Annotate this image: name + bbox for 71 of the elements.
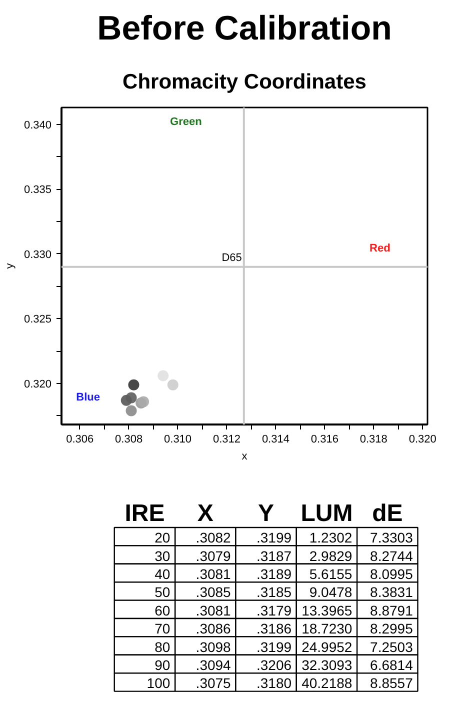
- annotation: Blue: [76, 392, 100, 404]
- text: .3180: [256, 675, 292, 692]
- text: 40.2188: [302, 675, 352, 692]
- x-tick-label: 0.308: [115, 434, 143, 446]
- y-tick-label: 40: [154, 566, 170, 582]
- text: .3199: [256, 638, 292, 655]
- text: .3185: [256, 584, 292, 600]
- text: 1.2302: [309, 530, 352, 546]
- text: 8.8791: [370, 602, 413, 618]
- x-tick-label: 0.316: [310, 434, 338, 446]
- x-tick-label: 0.320: [408, 434, 436, 446]
- text: 8.0995: [370, 566, 413, 582]
- x-tick-label: 0.312: [212, 434, 241, 446]
- y-tick-label: 0.325: [24, 314, 52, 326]
- text: 8.2995: [370, 620, 413, 637]
- text: 2.9829: [309, 548, 352, 564]
- text: 7.3303: [370, 530, 413, 546]
- y-tick-label: 60: [154, 602, 170, 618]
- text: 18.7230: [302, 620, 352, 637]
- text: 32.3093: [302, 657, 352, 673]
- y-tick-label: 20: [154, 530, 170, 546]
- y-tick-label: 50: [154, 584, 170, 600]
- text: .3199: [256, 530, 292, 546]
- text: .3186: [256, 620, 292, 637]
- chart-title: Before Calibration: [97, 10, 392, 48]
- chart-subtitle: Chromacity Coordinates: [122, 70, 366, 94]
- text: 6.6814: [370, 657, 413, 673]
- x-tick-label: 0.310: [164, 434, 192, 446]
- text: .3179: [256, 602, 292, 618]
- y-tick-label: 0.320: [24, 378, 52, 391]
- x-tick-label: LUM: [300, 500, 353, 527]
- y-axis-title: y: [4, 262, 16, 269]
- x-tick-label: 0.314: [262, 434, 290, 446]
- text: 9.0478: [309, 584, 352, 600]
- text: .3189: [256, 566, 292, 582]
- text: .3075: [196, 675, 231, 692]
- text: 8.3831: [370, 584, 413, 600]
- annotation: D65: [222, 252, 242, 264]
- annotation: Green: [170, 116, 202, 128]
- text: .3098: [196, 638, 231, 655]
- text: 8.8557: [370, 675, 413, 692]
- text: 13.3965: [302, 602, 352, 618]
- text: .3187: [256, 548, 292, 564]
- x-tick-label: Y: [258, 500, 274, 527]
- y-tick-label: 0.330: [24, 248, 52, 261]
- text: 8.2744: [370, 548, 413, 564]
- x-tick-label: 0.306: [66, 434, 94, 446]
- y-axis-title: IRE: [124, 500, 165, 527]
- y-tick-label: 0.335: [24, 184, 52, 196]
- text: 5.6155: [309, 566, 352, 582]
- text: .3081: [196, 602, 231, 618]
- y-tick-label: 30: [154, 548, 170, 564]
- y-tick-label: 70: [154, 620, 170, 637]
- text: .3094: [196, 657, 231, 673]
- text: .3206: [256, 657, 292, 673]
- text: 7.2503: [370, 638, 413, 655]
- text: .3081: [196, 566, 231, 582]
- text: .3079: [196, 548, 231, 564]
- y-tick-label: 100: [146, 675, 170, 692]
- x-tick-label: X: [197, 500, 214, 527]
- x-axis-title: x: [242, 450, 248, 462]
- text: .3085: [196, 584, 231, 600]
- text: .3082: [196, 530, 231, 546]
- text: 24.9952: [302, 638, 352, 655]
- y-tick-label: 0.340: [24, 119, 52, 132]
- annotation: Red: [370, 242, 390, 255]
- y-tick-label: 80: [154, 638, 170, 655]
- text: .3086: [196, 620, 231, 637]
- x-tick-label: 0.318: [360, 434, 388, 446]
- y-tick-label: 90: [154, 657, 170, 673]
- x-tick-label: dE: [372, 500, 403, 527]
